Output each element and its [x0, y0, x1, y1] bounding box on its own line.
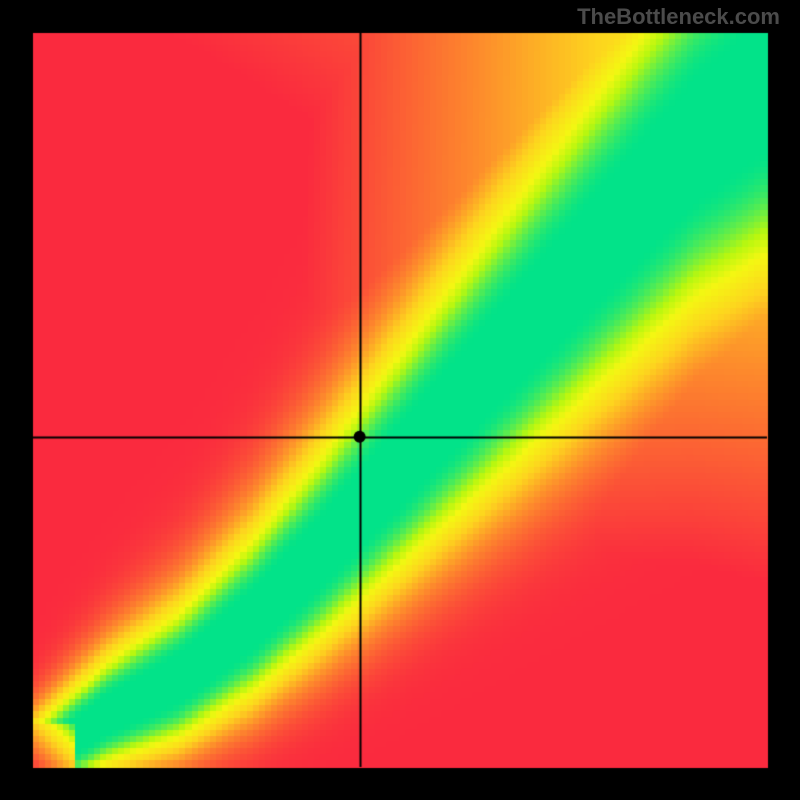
heatmap-plot: [0, 0, 800, 800]
watermark-text: TheBottleneck.com: [577, 4, 780, 30]
